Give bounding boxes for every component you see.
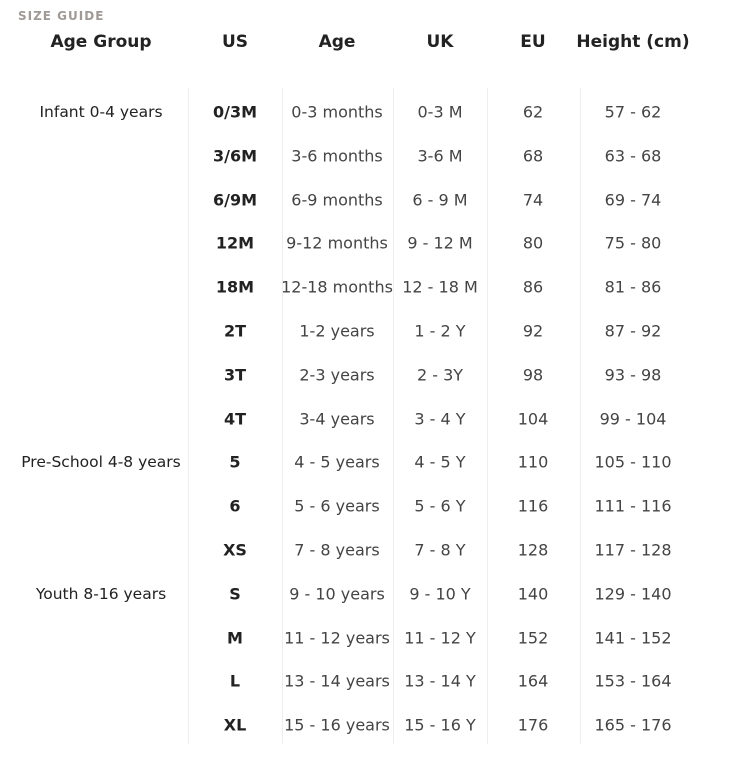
cell-eu-size: 152: [517, 628, 549, 648]
cell-uk-size: 6 - 9 M: [412, 190, 468, 210]
cell-us-size: 4T: [223, 409, 247, 429]
cell-eu-size: 110: [517, 452, 549, 472]
cell-us-size: S: [229, 584, 241, 604]
column-divider: [393, 88, 394, 744]
cell-eu-size: 98: [522, 365, 544, 385]
cell-uk-size: 2 - 3Y: [416, 365, 464, 385]
cell-age: 15 - 16 years: [284, 715, 390, 735]
cell-height: 117 - 128: [594, 540, 672, 560]
header-age: Age: [318, 32, 356, 52]
cell-height: 165 - 176: [594, 715, 672, 735]
cell-uk-size: 12 - 18 M: [402, 277, 478, 297]
cell-age: 7 - 8 years: [294, 540, 380, 560]
cell-age: 3-4 years: [299, 409, 375, 429]
cell-age-group: Infant 0-4 years: [39, 103, 163, 121]
cell-height: 153 - 164: [594, 671, 672, 691]
cell-eu-size: 74: [522, 190, 544, 210]
cell-age-group: Pre-School 4-8 years: [21, 453, 181, 472]
size-guide-title: SIZE GUIDE: [18, 9, 105, 23]
cell-us-size: XL: [223, 715, 247, 735]
cell-height: 69 - 74: [604, 190, 662, 210]
cell-us-size: 2T: [223, 321, 247, 341]
cell-age: 13 - 14 years: [284, 671, 390, 691]
cell-height: 141 - 152: [594, 628, 672, 648]
cell-age: 4 - 5 years: [294, 452, 380, 472]
cell-us-size: XS: [223, 540, 247, 560]
column-divider: [580, 88, 581, 744]
cell-age: 3-6 months: [291, 146, 383, 166]
cell-us-size: 5: [229, 452, 241, 472]
column-divider: [282, 88, 283, 744]
cell-height: 105 - 110: [594, 452, 672, 472]
cell-height: 111 - 116: [594, 496, 672, 516]
cell-height: 75 - 80: [604, 233, 662, 253]
header-eu-size: EU: [520, 32, 546, 52]
cell-eu-size: 116: [517, 496, 549, 516]
cell-uk-size: 3 - 4 Y: [414, 409, 466, 429]
cell-height: 63 - 68: [604, 146, 662, 166]
cell-us-size: 3T: [223, 365, 247, 385]
cell-uk-size: 3-6 M: [417, 146, 463, 166]
cell-uk-size: 1 - 2 Y: [414, 321, 466, 341]
cell-uk-size: 4 - 5 Y: [414, 452, 466, 472]
column-divider: [487, 88, 488, 744]
cell-us-size: 6/9M: [212, 190, 258, 210]
cell-height: 99 - 104: [599, 409, 667, 429]
cell-uk-size: 15 - 16 Y: [404, 715, 476, 735]
cell-height: 57 - 62: [604, 102, 662, 122]
cell-age: 11 - 12 years: [284, 628, 390, 648]
cell-age: 9-12 months: [286, 233, 388, 253]
cell-uk-size: 13 - 14 Y: [404, 671, 476, 691]
cell-eu-size: 176: [517, 715, 549, 735]
cell-eu-size: 68: [522, 146, 544, 166]
cell-eu-size: 92: [522, 321, 544, 341]
cell-uk-size: 0-3 M: [417, 102, 463, 122]
header-us-size: US: [221, 32, 249, 52]
cell-height: 81 - 86: [604, 277, 662, 297]
header-uk-size: UK: [426, 32, 454, 52]
cell-age-group: Youth 8-16 years: [35, 584, 167, 603]
cell-age: 1-2 years: [299, 321, 375, 341]
cell-eu-size: 164: [517, 671, 549, 691]
cell-us-size: L: [229, 671, 241, 691]
cell-age: 12-18 months: [281, 277, 393, 297]
cell-uk-size: 9 - 10 Y: [409, 584, 471, 604]
cell-us-size: 3/6M: [212, 146, 258, 166]
cell-uk-size: 7 - 8 Y: [414, 540, 466, 560]
cell-height: 87 - 92: [604, 321, 662, 341]
cell-age: 5 - 6 years: [294, 496, 380, 516]
cell-height: 93 - 98: [604, 365, 662, 385]
cell-uk-size: 11 - 12 Y: [404, 628, 476, 648]
cell-age: 2-3 years: [299, 365, 375, 385]
cell-us-size: 18M: [215, 277, 255, 297]
cell-eu-size: 62: [522, 102, 544, 122]
cell-us-size: 12M: [215, 233, 255, 253]
cell-us-size: 6: [229, 496, 241, 516]
cell-eu-size: 128: [517, 540, 549, 560]
cell-age: 9 - 10 years: [289, 584, 385, 604]
cell-uk-size: 5 - 6 Y: [414, 496, 466, 516]
cell-age: 0-3 months: [291, 102, 383, 122]
column-divider: [188, 88, 189, 744]
cell-height: 129 - 140: [594, 584, 672, 604]
cell-age: 6-9 months: [291, 190, 383, 210]
cell-us-size: M: [227, 628, 243, 648]
cell-uk-size: 9 - 12 M: [407, 233, 473, 253]
cell-eu-size: 104: [517, 409, 549, 429]
header-age-group: Age Group: [50, 32, 152, 52]
cell-us-size: 0/3M: [212, 102, 258, 122]
cell-eu-size: 80: [522, 233, 544, 253]
header-height: Height (cm): [576, 32, 690, 52]
cell-eu-size: 140: [517, 584, 549, 604]
cell-eu-size: 86: [522, 277, 544, 297]
